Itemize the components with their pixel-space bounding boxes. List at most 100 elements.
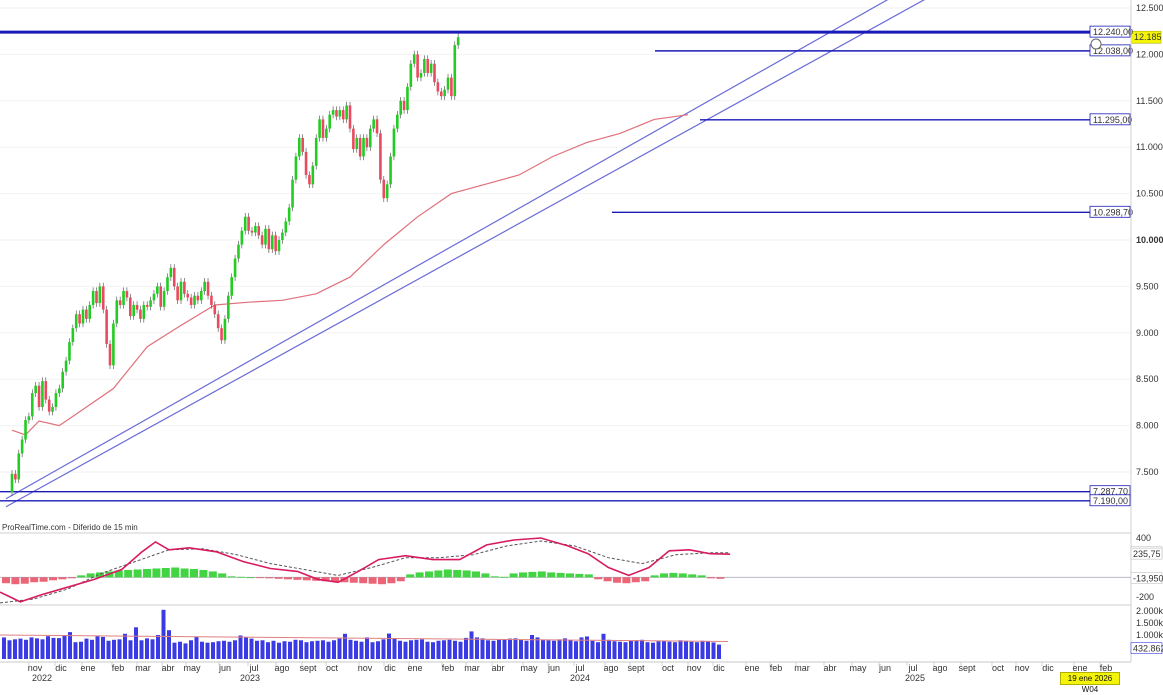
volume-bar (84, 638, 89, 659)
volume-value-text: 432.862 (1133, 644, 1163, 654)
volume-bar (90, 639, 94, 659)
volume-bar (612, 641, 617, 659)
macd-tick-label: -200 (1136, 592, 1154, 602)
macd-histogram-bar (199, 569, 208, 578)
macd-histogram-bar (603, 577, 612, 582)
trendline-lower[interactable] (5, 0, 960, 508)
candle-body (156, 286, 159, 294)
macd-histogram-bar (274, 577, 283, 579)
candle-body (34, 385, 37, 394)
candle-body (233, 258, 237, 278)
volume-bar (541, 639, 545, 659)
macd-histogram-bar (180, 568, 189, 578)
macd-histogram-bar (594, 577, 603, 580)
candle-body (267, 228, 271, 250)
month-label: nov (687, 663, 702, 673)
price-tick-label: 11.000 (1136, 142, 1163, 152)
macd-value-box (1130, 572, 1163, 585)
volume-bar (596, 642, 600, 659)
month-label: dic (384, 663, 396, 673)
volume-bar (700, 640, 705, 659)
candle-body (257, 226, 261, 236)
volume-bar (618, 641, 622, 659)
month-label: mar (135, 663, 151, 673)
candle-body (412, 54, 416, 64)
macd-histogram-bar (368, 577, 377, 584)
volume-bar (601, 633, 606, 659)
volume-bar (326, 641, 331, 659)
macd-histogram-bar (86, 573, 95, 578)
candle-body (325, 128, 328, 138)
candle-body (183, 281, 186, 294)
trendlines[interactable] (5, 0, 960, 508)
macd-histogram-bar (537, 571, 546, 578)
candle-body (142, 304, 146, 319)
candle-body (159, 286, 163, 307)
month-label: mar (464, 663, 480, 673)
candle-body (399, 100, 402, 115)
cursor-date-badge: 19 ene 2026 W04 (1060, 672, 1120, 694)
volume-bar (486, 640, 490, 659)
volume-bar (24, 639, 28, 659)
candle-body (439, 91, 443, 97)
volume-bar (453, 640, 457, 659)
volume-bar (678, 640, 683, 659)
macd-histogram-bar (575, 573, 584, 578)
macd-histogram-bar (255, 577, 264, 579)
volume-bar (233, 640, 237, 659)
candle-body (88, 304, 92, 319)
trendline-upper[interactable] (5, 0, 940, 500)
macd-histogram-bar (11, 577, 20, 585)
level-label: 12.240,00 (1089, 25, 1133, 38)
candle-body (71, 328, 75, 343)
month-label: dic (1042, 663, 1054, 673)
volume-bar (299, 640, 303, 659)
volume-bar (546, 640, 551, 659)
volume-ma-line (0, 634, 729, 642)
macd-histogram-bar (143, 568, 151, 578)
month-label: may (849, 663, 867, 673)
candle-body (308, 175, 311, 185)
macd-histogram-bar (519, 572, 527, 578)
macd-histogram-bar (547, 572, 556, 578)
candle-body (68, 342, 71, 361)
volume-bar (211, 642, 215, 659)
volume-bar (431, 642, 435, 659)
candle-body (402, 100, 406, 111)
candle-body (44, 381, 48, 400)
horizontal-levels[interactable] (0, 30, 1090, 502)
candle-body (135, 304, 139, 310)
macd-value-box (1130, 547, 1163, 560)
volume-bar (40, 639, 45, 659)
macd-histogram-bar (67, 577, 76, 579)
month-label: ene (744, 663, 759, 673)
macd-histogram-bar (678, 573, 687, 578)
macd-histogram-bar (114, 570, 123, 578)
macd-tick-label: 400 (1136, 533, 1151, 543)
macd-histogram-bar (584, 574, 593, 578)
month-label: feb (112, 663, 125, 673)
volume-bar (524, 640, 529, 659)
candle-body (30, 393, 34, 417)
time-axis: nov dic ene feb mar abr may jun jul ago sept oct nov… (0, 661, 1131, 683)
candle-body (203, 281, 206, 292)
month-label: oct (662, 663, 675, 673)
candle-body (125, 291, 129, 298)
candle-body (51, 407, 54, 412)
macd-histogram-bar (396, 577, 405, 582)
candle-body (433, 63, 436, 83)
macd-histogram-bar (208, 571, 217, 578)
volume-bar (458, 641, 463, 659)
volume-bar (590, 640, 595, 659)
month-label: ene (407, 663, 422, 673)
macd-histogram-bar (631, 577, 640, 583)
candle-body (260, 235, 264, 245)
volume-bar (403, 641, 408, 659)
candle-body (294, 156, 298, 180)
volume-bar (563, 638, 567, 659)
month-label: jun (547, 663, 560, 673)
price-tick-label: 12.000 (1136, 49, 1163, 59)
volume-bar (480, 638, 485, 659)
candle-body (338, 110, 342, 117)
